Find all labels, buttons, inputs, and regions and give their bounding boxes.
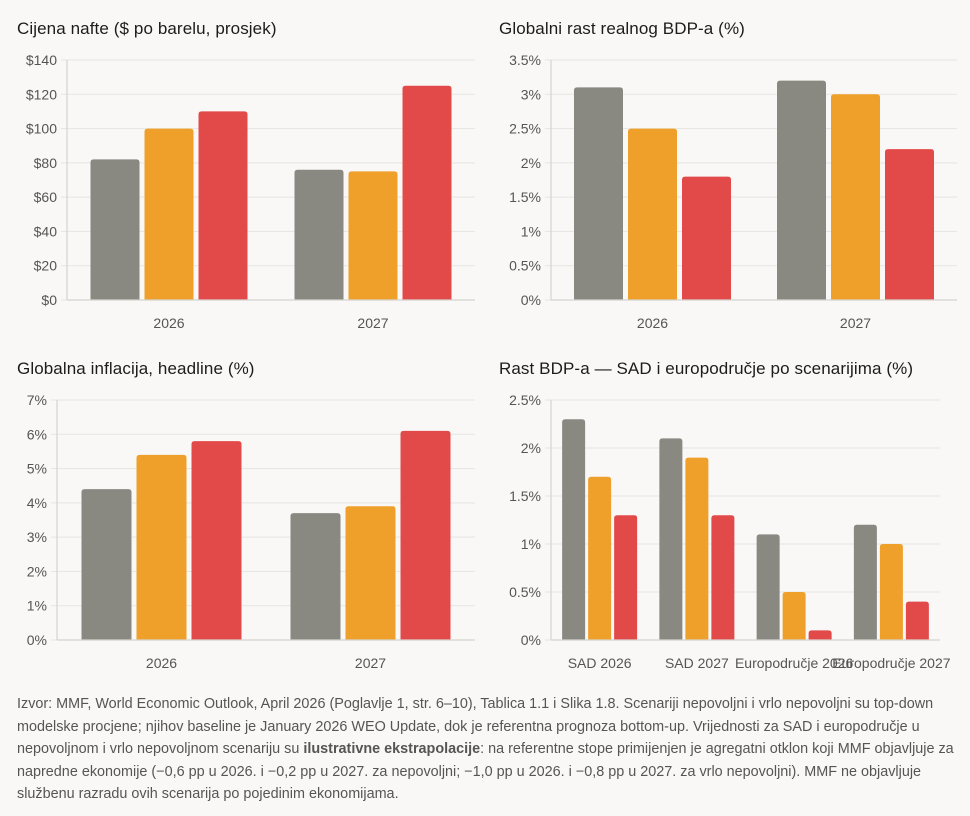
y-tick-label: $80	[34, 155, 58, 171]
y-tick-label: 1.5%	[509, 488, 541, 504]
chart-gdp: 0% 0.5% 1% 1.5% 2% 2.5% 3% 3.5% 2026 2027	[509, 52, 957, 331]
bar-adverse-europodručje-2026	[782, 592, 806, 640]
chart-title-gdp: Globalni rast realnog BDP-a (%)	[499, 19, 745, 38]
y-tick-label: 1%	[27, 598, 47, 614]
chart-regional: 0% 0.5% 1% 1.5% 2% 2.5% SAD 2026 SAD 2027 Europo…	[509, 392, 951, 671]
bar-baseline-sad-2026	[562, 419, 586, 640]
chart-title-inflation: Globalna inflacija, headline (%)	[17, 359, 255, 378]
y-tick-label: 1%	[521, 223, 541, 239]
y-tick-label: 0.5%	[509, 584, 541, 600]
y-tick-label: 2%	[521, 440, 541, 456]
bar-adverse-2026	[136, 454, 187, 640]
y-tick-label: 0%	[27, 632, 47, 648]
y-tick-label: 4%	[27, 495, 47, 511]
x-tick-label: 2027	[355, 655, 386, 671]
y-tick-label: 0.5%	[509, 258, 541, 274]
bar-baseline-europodručje-2027	[853, 524, 877, 640]
x-tick-label: SAD 2026	[568, 655, 632, 671]
bar-adverse-europodručje-2027	[879, 544, 903, 640]
bar-baseline-2026	[574, 87, 623, 300]
bar-severe-europodručje-2027	[905, 601, 929, 640]
y-tick-label: 2.5%	[509, 392, 541, 408]
y-tick-label: 3.5%	[509, 52, 541, 68]
y-tick-label: 7%	[27, 392, 47, 408]
bar-baseline-sad-2027	[659, 438, 683, 640]
bar-severe-europodručje-2026	[808, 630, 832, 640]
bar-adverse-2027	[831, 94, 880, 301]
y-tick-label: 6%	[27, 426, 47, 442]
bar-baseline-2027	[294, 169, 344, 300]
source-note-emphasis: ilustrativne ekstrapolacije	[303, 741, 481, 758]
bar-adverse-2027	[345, 506, 396, 640]
y-tick-label: 1.5%	[509, 189, 541, 205]
chart-oil: $0 $20 $40 $60 $80 $100 $120 $140 2026 2027	[26, 52, 475, 331]
y-tick-label: 2.5%	[509, 121, 541, 137]
y-tick-label: 2%	[521, 155, 541, 171]
source-note: Izvor: MMF, World Economic Outlook, Apri…	[17, 693, 957, 806]
bar-severe-2027	[885, 149, 934, 300]
y-tick-label: 1%	[521, 536, 541, 552]
x-tick-label: 2026	[637, 315, 668, 331]
y-tick-label: 0%	[521, 292, 541, 308]
y-tick-label: $140	[26, 52, 57, 68]
y-tick-label: 3%	[521, 86, 541, 102]
x-tick-label: 2027	[840, 315, 871, 331]
chart-title-oil: Cijena nafte ($ po barelu, prosjek)	[17, 19, 277, 38]
bar-severe-2027	[402, 85, 452, 300]
bar-baseline-2027	[290, 513, 341, 640]
y-tick-label: 3%	[27, 529, 47, 545]
bar-severe-sad-2026	[614, 515, 638, 640]
y-tick-label: 2%	[27, 563, 47, 579]
bar-adverse-2026	[144, 128, 194, 300]
y-tick-label: 0%	[521, 632, 541, 648]
y-tick-label: $0	[41, 292, 57, 308]
chart-title-regional: Rast BDP-a — SAD i europodručje po scena…	[499, 359, 914, 378]
bar-baseline-2026	[90, 159, 140, 300]
bar-severe-2026	[198, 111, 248, 300]
bar-adverse-2027	[348, 171, 398, 300]
x-tick-label: 2026	[146, 655, 177, 671]
bar-adverse-sad-2027	[685, 457, 709, 640]
bar-adverse-2026	[628, 128, 677, 300]
y-tick-label: $120	[26, 86, 57, 102]
y-tick-label: 5%	[27, 461, 47, 477]
source-note-text-cont: : na referentne stope primijenjen je agr…	[17, 741, 954, 803]
bar-severe-2026	[682, 176, 731, 300]
y-tick-label: $20	[34, 258, 58, 274]
x-tick-label: SAD 2027	[665, 655, 729, 671]
y-tick-label: $60	[34, 189, 58, 205]
bar-severe-2027	[400, 430, 451, 640]
x-tick-label: 2027	[357, 315, 388, 331]
bar-adverse-sad-2026	[588, 476, 612, 640]
x-tick-label: 2026	[153, 315, 184, 331]
bar-baseline-europodručje-2026	[756, 534, 780, 640]
bar-severe-sad-2027	[711, 515, 735, 640]
x-tick-label: Europodručje 2026	[735, 655, 854, 671]
source-note-text: Izvor: MMF, World Economic Outlook, Apri…	[17, 696, 934, 758]
bar-baseline-2027	[777, 80, 826, 300]
y-tick-label: $40	[34, 223, 58, 239]
y-tick-label: $100	[26, 121, 57, 137]
bar-baseline-2026	[81, 489, 132, 640]
chart-inflation: 0% 1% 2% 3% 4% 5% 6% 7% 2026 2027	[27, 392, 475, 671]
bar-severe-2026	[191, 441, 242, 640]
x-tick-label: Europodručje 2027	[832, 655, 951, 671]
